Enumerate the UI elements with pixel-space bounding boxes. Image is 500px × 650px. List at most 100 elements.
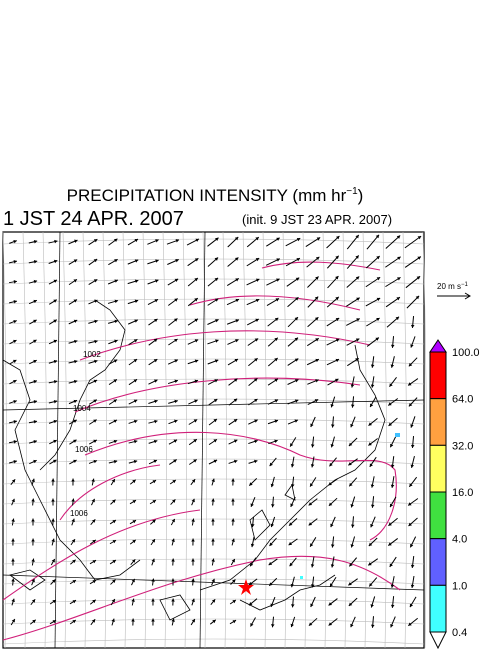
colorbar-label: 64.0 <box>452 394 473 406</box>
wind-arrow-head <box>94 299 98 303</box>
wind-arrow-head <box>112 520 116 524</box>
wind-arrow-head <box>410 344 414 348</box>
wind-arrow-head <box>276 237 280 241</box>
wind-arrow-head <box>368 422 372 426</box>
wind-arrow-head <box>232 599 236 604</box>
grid-line <box>2 578 425 585</box>
wind-arrow-head <box>132 539 136 544</box>
grid-line <box>2 638 425 645</box>
wind-arrow-head <box>355 234 359 239</box>
wind-arrow-head <box>114 339 118 344</box>
wind-arrow-head <box>133 419 138 424</box>
wind-arrow-head <box>174 419 178 424</box>
wind-arrow-head <box>294 419 298 423</box>
wind-arrow-head <box>171 558 175 562</box>
grid-line <box>62 231 67 649</box>
wind-arrow-head <box>408 382 412 386</box>
wind-arrow-head <box>53 379 58 384</box>
wind-arrow-head <box>33 319 37 323</box>
wind-arrow-head <box>74 239 78 243</box>
wind-arrow-head <box>370 484 375 488</box>
wind-arrow-head <box>288 541 293 546</box>
wind-arrow-head <box>350 423 354 428</box>
wind-arrow-head <box>416 276 421 280</box>
wind-arrow-head <box>13 399 17 404</box>
wind-arrow-head <box>33 239 38 244</box>
wind-arrow-head <box>350 544 354 548</box>
wind-arrow-head <box>248 581 253 586</box>
wind-arrow-head <box>368 542 373 547</box>
wind-arrow-head <box>112 560 116 564</box>
colorbar: 100.0 64.0 32.0 16.0 4.0 1.0 0.4 <box>429 339 480 650</box>
wind-arrow-head <box>308 502 313 506</box>
grid-line <box>2 438 425 445</box>
wind-arrow-head <box>71 539 76 543</box>
colorbar-label: 16.0 <box>452 487 473 499</box>
wind-arrow-head <box>53 419 57 424</box>
wind-arrow-head <box>255 278 260 282</box>
wind-arrow-head <box>53 459 57 463</box>
wind-arrow-head <box>154 279 159 283</box>
wind-arrow-head <box>289 522 293 526</box>
precip-cell <box>300 576 303 579</box>
wind-arrow-head <box>397 256 401 260</box>
wind-arrow-head <box>396 235 401 239</box>
wind-arrow-head <box>388 422 392 426</box>
wind-arrow-head <box>113 419 117 423</box>
wind-arrow-head <box>255 318 259 322</box>
wind-arrow-head <box>171 618 175 622</box>
wind-arrow-head <box>294 379 299 383</box>
isobar <box>2 509 201 601</box>
colorbar-under <box>429 631 447 650</box>
wind-arrow-head <box>254 358 258 362</box>
wind-arrow-head <box>310 543 314 547</box>
wind-arrow-head <box>368 442 372 446</box>
wind-arrow-head <box>274 337 278 342</box>
wind-arrow-head <box>310 483 314 487</box>
grid-line <box>2 618 425 625</box>
wind-arrow-head <box>111 618 115 623</box>
wind-arrow-head <box>211 478 215 483</box>
wind-arrow-head <box>274 419 278 423</box>
wind-arrow-head <box>410 424 414 428</box>
grid-line <box>54 231 61 649</box>
wind-arrow-head <box>73 339 78 344</box>
wind-arrow-head <box>348 442 353 446</box>
wind-arrow-head <box>113 399 117 403</box>
wind-arrow-head <box>314 399 319 403</box>
coastline <box>159 594 191 621</box>
wind-arrow-head <box>314 296 319 301</box>
wind-arrow-head <box>348 582 352 586</box>
wind-arrow-head <box>51 498 55 502</box>
wind-arrow-head <box>350 384 355 388</box>
wind-arrow-head <box>133 359 138 363</box>
wind-arrow-head <box>131 598 135 602</box>
wind-arrow-head <box>390 623 394 628</box>
wind-arrow-head <box>154 419 158 424</box>
wind-arrow-head <box>254 459 258 464</box>
wind-arrow-head <box>72 619 76 624</box>
wind-arrow-head <box>350 504 354 508</box>
wind-arrow-head <box>315 256 320 261</box>
wind-arrow-head <box>53 359 58 364</box>
isobar <box>2 555 401 641</box>
wind-arrow-head <box>214 257 219 261</box>
wind-arrow-head <box>154 318 158 323</box>
wind-arrow-head <box>235 278 239 282</box>
wind-arrow-head <box>191 498 195 503</box>
wind-arrow-head <box>132 500 136 504</box>
wind-arrow-head <box>335 358 340 363</box>
wind-arrow-head <box>13 339 17 344</box>
wind-arrow-head <box>370 504 375 508</box>
wind-arrow-head <box>409 483 413 487</box>
wind-arrow-head <box>294 399 299 403</box>
wind-arrow-head <box>234 236 239 241</box>
wind-arrow-head <box>417 256 421 260</box>
precip-cell <box>395 433 400 437</box>
wind-arrow-head <box>193 459 197 463</box>
grid-line <box>402 231 407 649</box>
wind-arrow-head <box>93 399 97 403</box>
wind-arrow-head <box>31 578 35 583</box>
wind-arrow-head <box>13 300 17 304</box>
wind-arrow-head <box>255 258 260 262</box>
